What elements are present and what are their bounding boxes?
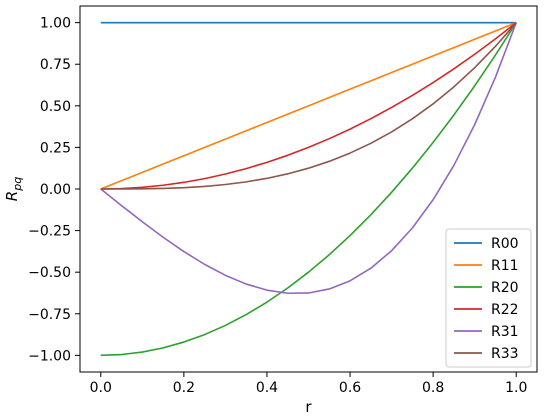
y-axis: 1.00 0.75 0.50 0.25 0.00 −0.25 −0.50 −0.75 −1.00 [28,16,80,364]
y-axis-label: Rpq [3,177,24,201]
series-line-r11 [100,21,517,190]
legend-label-r20: R20 [491,280,519,296]
y-tick-label: 1.00 [40,16,71,32]
series-line-r20 [100,22,517,357]
x-axis: 0.0 0.2 0.4 0.6 0.8 1.0 [90,372,527,396]
x-tick-label: 0.2 [173,380,195,396]
x-axis-label: r [305,398,312,416]
series-line-r31 [100,22,517,295]
series-line-r22 [100,22,517,190]
legend-label-r22: R22 [491,302,519,318]
x-tick-label: 1.0 [505,380,527,396]
y-tick-label: −0.25 [28,224,71,240]
y-tick-label: −0.50 [28,265,71,281]
y-tick-label: −1.00 [28,348,71,364]
y-tick-label: −0.75 [28,307,71,323]
x-tick-label: 0.6 [339,380,361,396]
x-tick-label: 0.8 [422,380,444,396]
y-tick-label: 0.50 [40,99,71,115]
legend-label-r11: R11 [491,258,519,274]
legend-box [445,228,532,368]
series-line-r33 [100,22,517,190]
legend-label-r33: R33 [491,346,519,362]
legend: R00 R11 R20 R22 R31 R33 [445,228,532,368]
y-tick-label: 0.00 [40,182,71,198]
legend-label-r31: R31 [491,324,519,340]
x-tick-label: 0.0 [90,380,112,396]
legend-label-r00: R00 [491,236,519,252]
y-tick-label: 0.25 [40,140,71,156]
x-tick-label: 0.4 [256,380,278,396]
y-tick-label: 0.75 [40,57,71,73]
series-lines [100,21,517,357]
